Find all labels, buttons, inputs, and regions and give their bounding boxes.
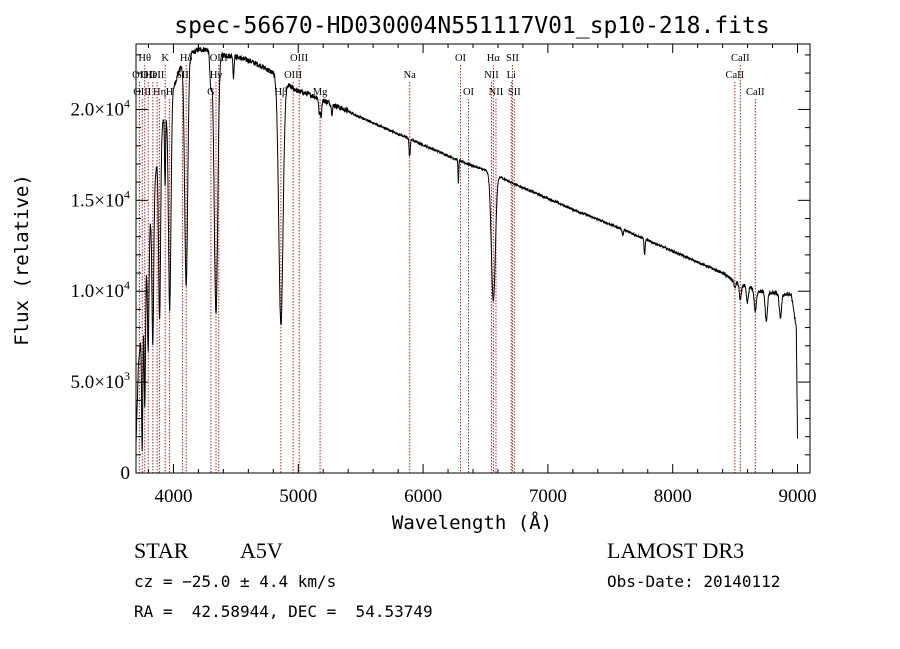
line-marker-label: Hθ — [138, 53, 151, 64]
line-markers — [138, 65, 756, 473]
y-tick-label: 2.0×104 — [71, 96, 130, 120]
x-tick-label: 6000 — [404, 486, 442, 507]
x-tick-label: 9000 — [779, 486, 817, 507]
line-marker-label: OI — [463, 87, 475, 98]
survey-name: LAMOST DR3 — [607, 538, 745, 563]
line-marker-label: OI — [455, 53, 467, 64]
line-marker-label: CaII — [746, 87, 765, 98]
chart-title: spec-56670-HD030004N551117V01_sp10-218.f… — [174, 13, 769, 39]
object-class: STAR — [134, 538, 189, 563]
observation-date: Obs-Date: 20140112 — [607, 572, 781, 591]
line-marker-label: Hγ — [210, 70, 223, 81]
line-marker-label: OIII — [133, 87, 152, 98]
line-marker-label: OII — [150, 70, 165, 81]
line-marker-label: OIII — [210, 53, 229, 64]
x-axis-ticks: 4000 5000 6000 7000 8000 9000 — [147, 44, 817, 507]
y-axis-label: Flux (relative) — [11, 174, 33, 346]
line-marker-label: NII — [489, 87, 504, 98]
coordinates: RA = 42.58944, DEC = 54.53749 — [134, 602, 433, 621]
line-marker-label: Hη — [153, 87, 166, 98]
line-marker-label: Li — [507, 70, 516, 81]
line-marker-label: Hδ — [180, 53, 193, 64]
plot-frame — [135, 43, 811, 474]
x-tick-label: 7000 — [529, 486, 567, 507]
line-marker-label: G — [207, 87, 215, 98]
x-axis-label: Wavelength (Å) — [392, 511, 552, 534]
line-marker-label: HeI — [145, 70, 161, 81]
line-marker-label: Hβ — [274, 87, 287, 98]
line-marker-label: OIII — [290, 53, 309, 64]
line-marker-label: NII — [484, 70, 499, 81]
line-marker-label: OII — [132, 70, 147, 81]
y-tick-label: 1.5×104 — [71, 187, 130, 211]
line-marker-label: Na — [404, 70, 417, 81]
line-marker-label: Mg — [313, 87, 328, 98]
x-tick-label: 5000 — [279, 486, 317, 507]
y-axis-ticks: 0 5.0×103 1.0×104 1.5×104 2.0×104 — [71, 54, 810, 484]
x-tick-label: 8000 — [654, 486, 692, 507]
line-marker-label: Hα — [487, 53, 501, 64]
y-tick-label: 1.0×104 — [71, 278, 130, 302]
spectrum-trace — [135, 45, 798, 452]
object-subclass: A5V — [240, 538, 283, 563]
line-marker-label: CaII — [726, 70, 745, 81]
x-tick-label: 4000 — [154, 486, 192, 507]
line-marker-label: SII — [508, 87, 521, 98]
line-marker-label: SII — [506, 53, 519, 64]
line-marker-label: K — [161, 53, 169, 64]
y-tick-label: 5.0×103 — [71, 369, 130, 393]
line-marker-label: OIII — [284, 70, 303, 81]
line-marker-label: OII — [141, 70, 156, 81]
line-marker-label: CaII — [731, 53, 750, 64]
y-tick-label: 0 — [121, 463, 131, 484]
line-marker-label: H — [166, 87, 174, 98]
redshift-cz: cz = −25.0 ± 4.4 km/s — [134, 572, 337, 591]
